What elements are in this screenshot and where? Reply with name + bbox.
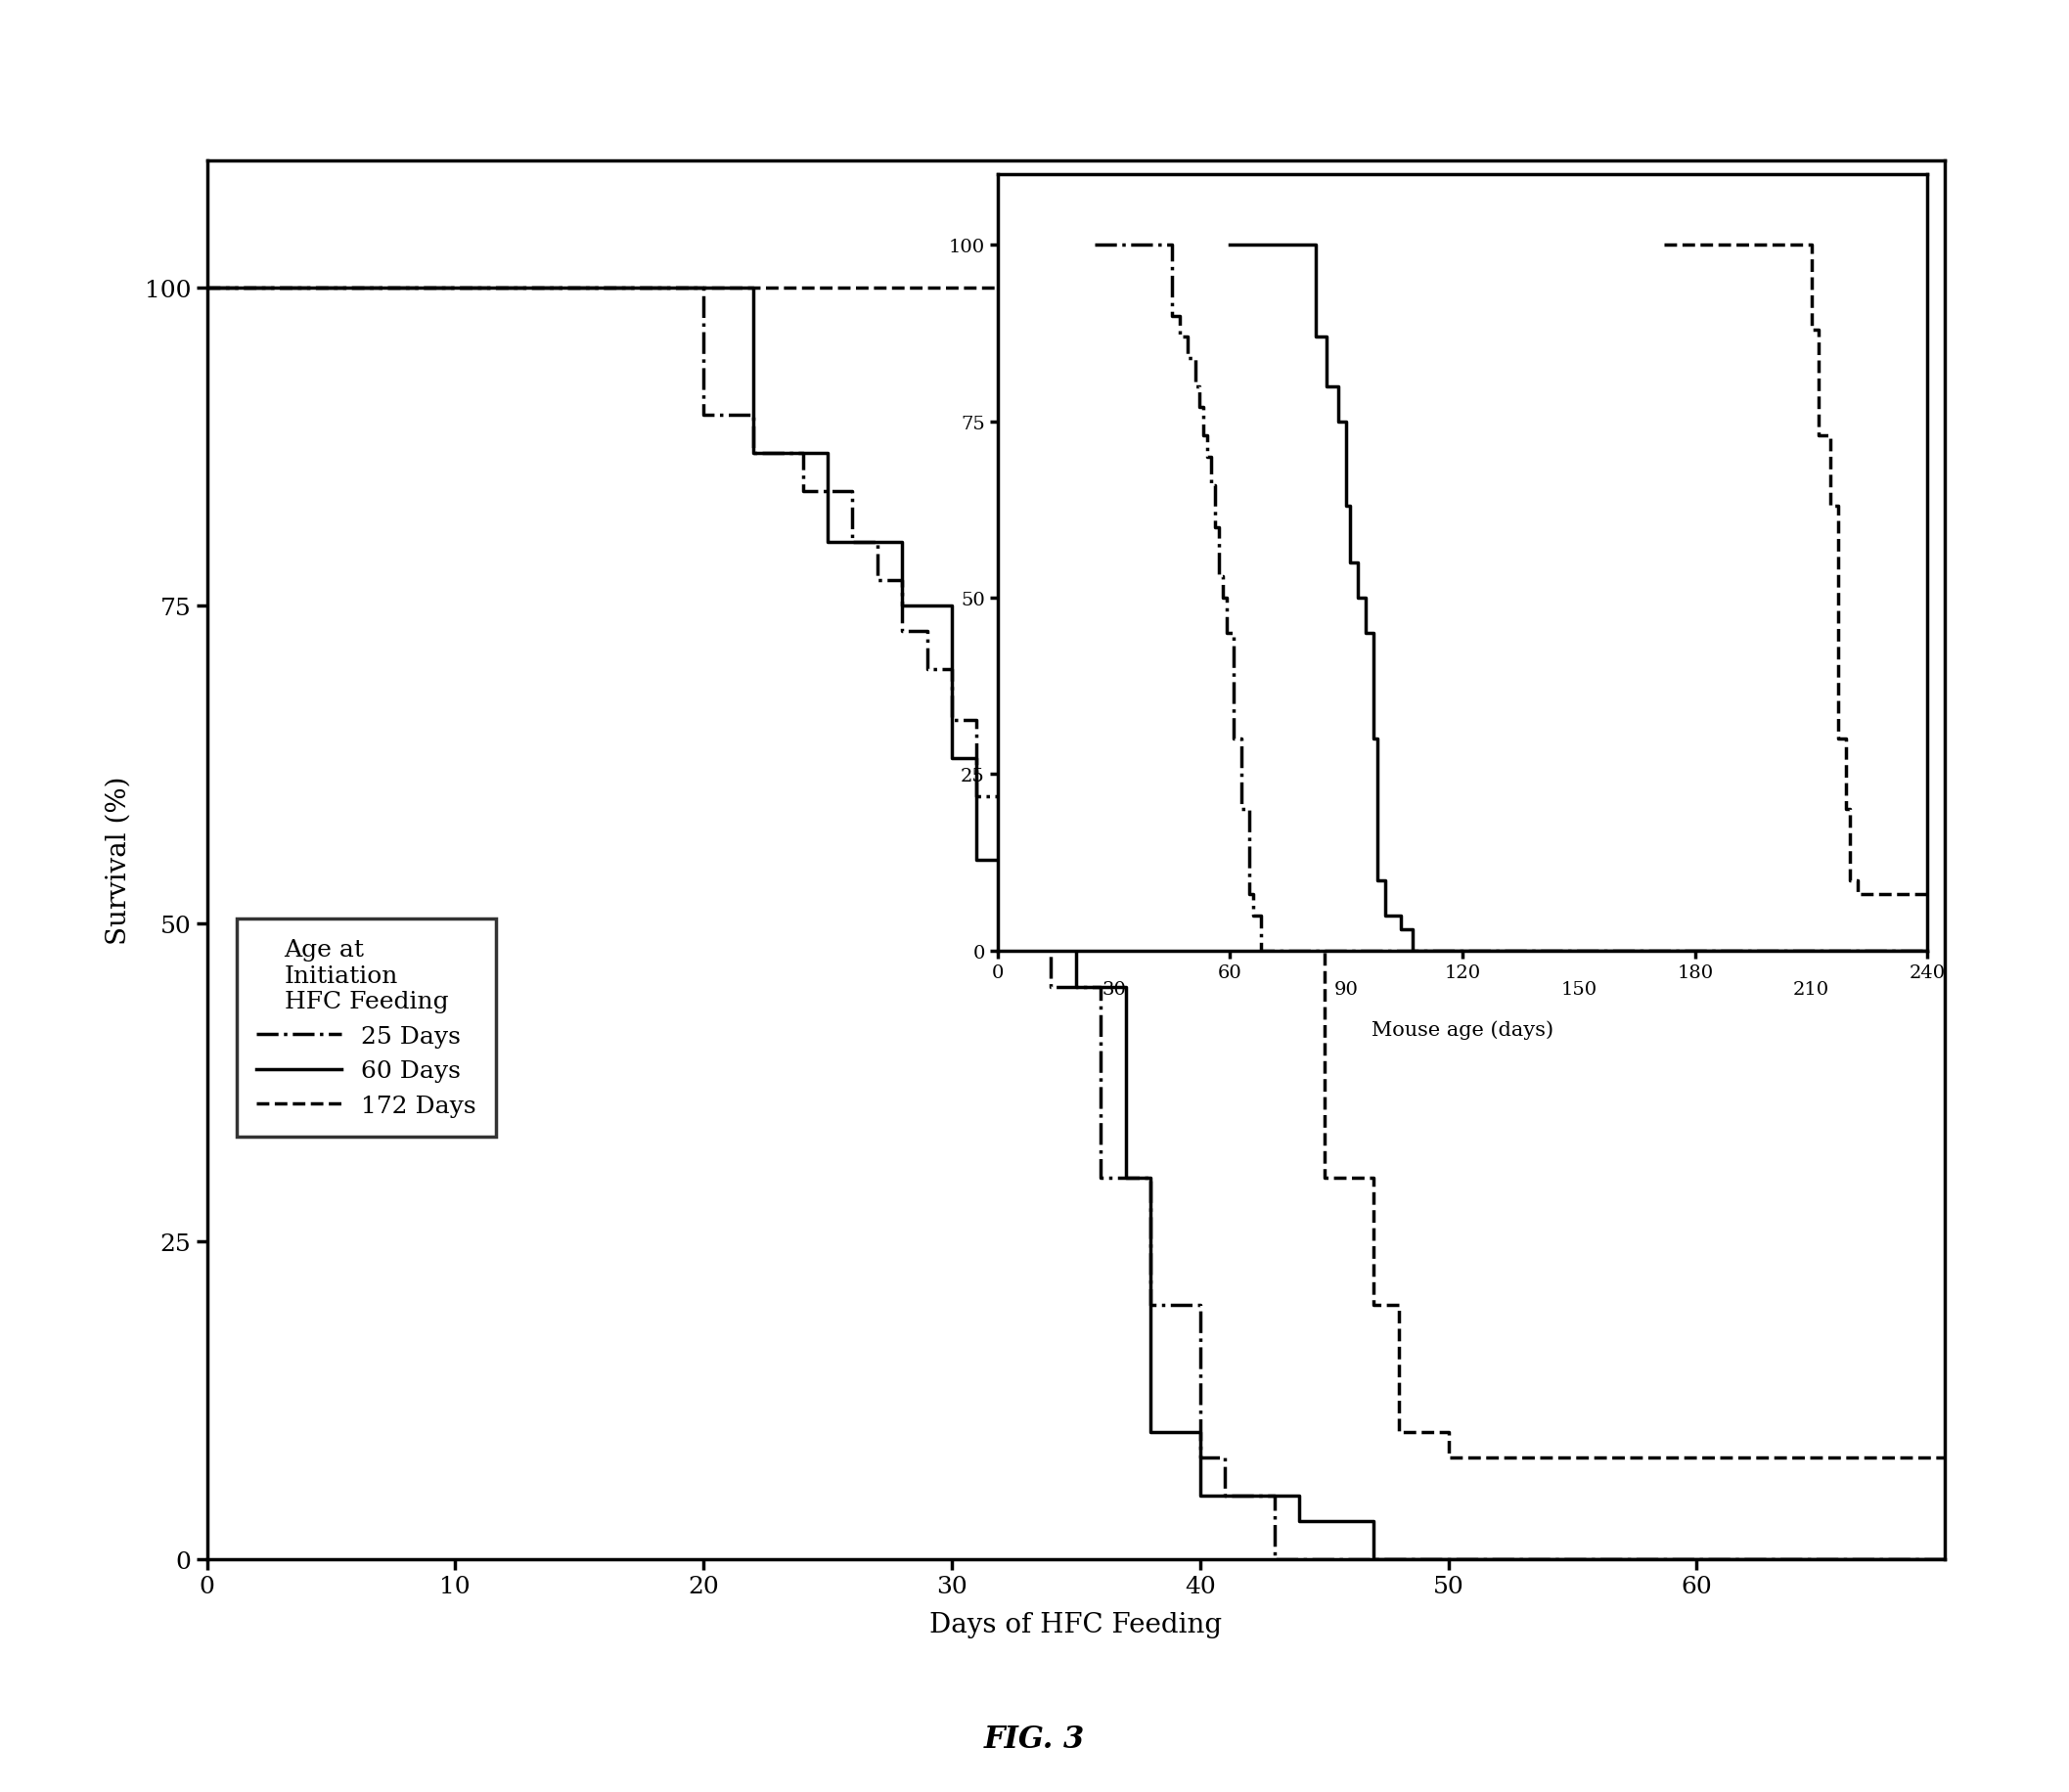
- Y-axis label: Survival (%): Survival (%): [106, 776, 130, 944]
- X-axis label: Days of HFC Feeding: Days of HFC Feeding: [929, 1611, 1223, 1638]
- Text: FIG. 3: FIG. 3: [985, 1724, 1084, 1753]
- Legend: 25 Days, 60 Days, 172 Days: 25 Days, 60 Days, 172 Days: [236, 919, 497, 1136]
